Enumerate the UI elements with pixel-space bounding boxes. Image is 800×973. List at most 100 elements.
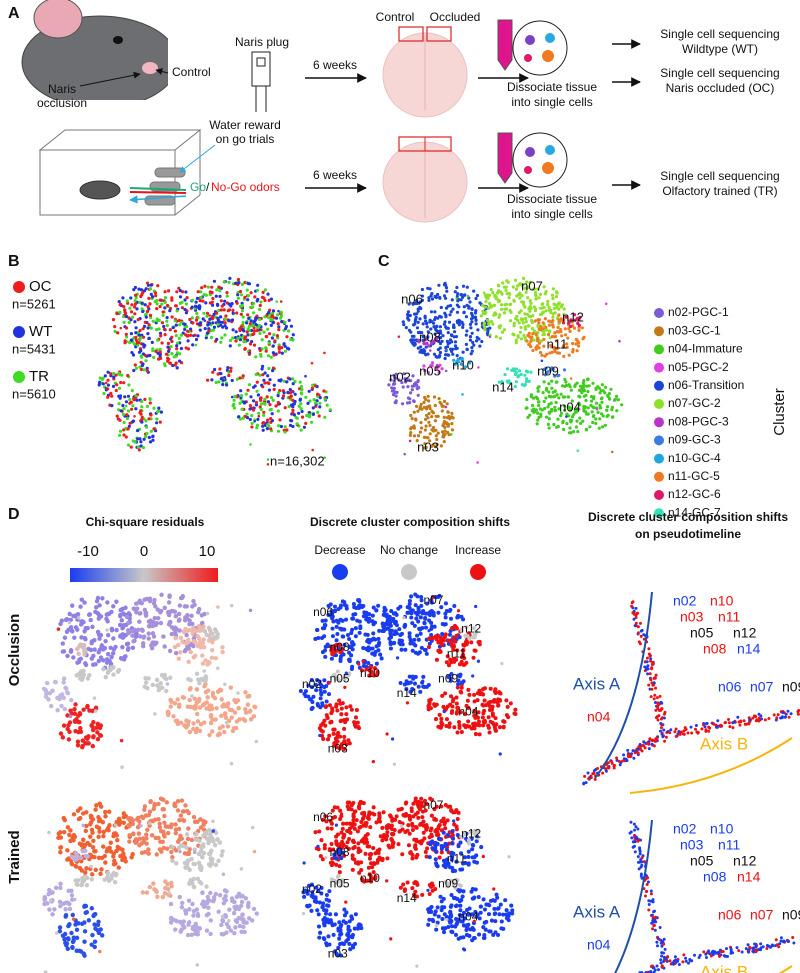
cell-dot [193, 653, 198, 658]
cell-dot [136, 343, 140, 347]
cell-dot [232, 697, 237, 703]
cell-dot [259, 396, 263, 400]
pseudotime-dot [655, 696, 659, 700]
cell-dot [202, 311, 206, 315]
cell-dot [137, 634, 143, 639]
cell-dot [257, 307, 262, 311]
cell-dot [248, 417, 252, 422]
cell-dot [293, 379, 297, 384]
cell-dot [504, 302, 509, 306]
cell-dot [514, 380, 519, 384]
cell-dot [409, 427, 413, 431]
cell-dot [547, 305, 551, 309]
pseudotime-dot [674, 734, 678, 738]
cell-dot [512, 299, 516, 303]
cell-dot [444, 296, 448, 300]
cell-dot [259, 398, 263, 402]
cell-dot [443, 320, 447, 324]
pseudotime-dot [627, 754, 630, 758]
cell-dot [512, 369, 516, 373]
cell-dot [611, 415, 615, 419]
cell-dot [425, 341, 429, 345]
cell-dot [544, 396, 548, 400]
cell-dot [261, 428, 265, 432]
cell-dot [553, 374, 557, 378]
cell-dot [417, 626, 422, 631]
cell-dot [463, 639, 469, 644]
cell-dot [183, 307, 187, 312]
cell-dot [225, 294, 229, 298]
cell-dot [600, 383, 604, 387]
cell-dot [106, 395, 110, 399]
cell-dot [324, 908, 329, 913]
cell-dot [376, 603, 381, 608]
cell-dot [422, 405, 426, 409]
pseudotime-dot [636, 625, 640, 629]
cell-dot [492, 313, 496, 317]
pseudotime-dot [715, 725, 718, 729]
cell-dot [86, 918, 92, 923]
cell-dot [155, 894, 160, 899]
cell-dot [448, 616, 454, 621]
cell-dot [309, 706, 314, 711]
pseudotime-dot [641, 744, 645, 747]
cell-dot [528, 299, 532, 303]
cell-dot [351, 616, 356, 621]
naris-plug [251, 51, 271, 112]
cell-dot [137, 448, 141, 452]
cell-dot [469, 317, 474, 321]
cell-dot [146, 812, 152, 818]
cell-dot [171, 714, 176, 719]
cell-dot [195, 913, 201, 919]
cell-dot [573, 318, 577, 322]
cell-dot [261, 424, 265, 428]
cell-dot [565, 345, 569, 349]
cell-dot [545, 415, 549, 419]
cell-dot [542, 285, 546, 289]
cell-dot [177, 894, 182, 900]
cell-dot [92, 647, 97, 652]
cell-dot [322, 923, 327, 928]
cell-dot [413, 650, 418, 655]
cell-dot [254, 355, 258, 359]
cell-dot [616, 398, 621, 402]
pseudotime-dot [664, 735, 668, 739]
cell-dot [175, 808, 181, 813]
cell-dot [153, 291, 158, 295]
cell-dot [139, 288, 144, 292]
cell-dot [192, 819, 198, 825]
cell-dot [89, 656, 95, 661]
cell-dot [61, 649, 67, 654]
cell-dot [221, 383, 225, 387]
cell-dot [421, 351, 425, 355]
cell-dot [234, 339, 238, 343]
cell-dot [484, 299, 488, 304]
cell-dot [129, 855, 134, 860]
cell-dot [70, 912, 75, 918]
cell-dot [279, 300, 283, 303]
cell-dot [424, 417, 428, 421]
cell-dot [148, 287, 152, 291]
cell-dot [545, 371, 549, 375]
cell-dot [241, 917, 246, 922]
cell-dot [418, 317, 422, 321]
cell-dot [286, 390, 290, 395]
cell-dot [599, 406, 603, 410]
cell-dot [261, 290, 265, 294]
cell-dot [430, 292, 434, 296]
cell-dot [346, 924, 351, 929]
cell-dot [211, 819, 215, 824]
cell-dot [413, 674, 418, 679]
cell-dot [407, 601, 412, 607]
cell-dot [551, 296, 555, 301]
cell-dot [142, 437, 146, 441]
cell-dot [594, 387, 598, 392]
cell-dot [123, 395, 127, 399]
cell-dot [490, 711, 495, 716]
cell-dot [196, 334, 200, 338]
cell-dot [531, 314, 535, 318]
cell-dot [130, 389, 134, 393]
cell-dot [249, 319, 253, 323]
cell-dot [459, 730, 464, 735]
cell-dot [334, 624, 339, 629]
